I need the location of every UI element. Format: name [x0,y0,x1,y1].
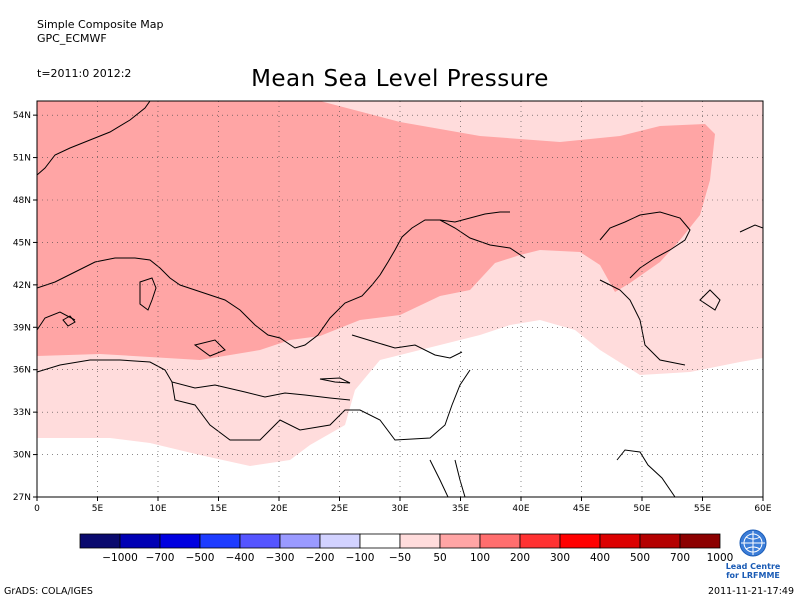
logo-line-1: Lead Centre [725,562,781,571]
colorbar: −1000 −700 −500 −400 −300 −200 −100 −50 50 100 200… [79,533,734,564]
lon-tick-label: 40E [512,504,529,514]
lon-tick-label: 10E [149,504,166,514]
colorbar-swatch [359,533,401,549]
lon-tick-label: 25E [331,504,348,514]
logo-line-2: for LRFMME [726,571,780,580]
lat-tick-label: 42N [13,281,31,291]
wmo-globe-icon [739,529,767,557]
lon-tick-label: 50E [633,504,650,514]
colorbar-swatch [79,533,121,549]
anomaly-zone-100-200 [37,101,715,360]
lat-tick-label: 27N [13,493,31,503]
time-range: t=2011:0 2012:2 [37,67,132,80]
lon-tick-label: 0 [34,504,40,514]
grads-credit: GrADS: COLA/IGES [4,586,93,597]
colorbar-label: 50 [433,552,446,564]
colorbar-label: 200 [510,552,530,564]
lat-tick-label: 30N [13,451,31,461]
wmo-logo: Lead Centre for LRFMME [723,528,783,580]
lat-tick-label: 45N [13,238,31,248]
colorbar-swatch [559,533,601,549]
lat-tick-label: 54N [13,111,31,121]
lon-tick-label: 60E [754,504,771,514]
colorbar-swatch [159,533,201,549]
colorbar-label: −100 [346,552,375,564]
colorbar-label: 400 [590,552,610,564]
colorbar-label: 700 [670,552,690,564]
colorbar-swatch [639,533,681,549]
graticule [37,101,763,497]
colorbar-label: −400 [226,552,255,564]
colorbar-label: −200 [306,552,335,564]
colorbar-label: −50 [389,552,411,564]
colorbar-label: 100 [470,552,490,564]
colorbar-label: 300 [550,552,570,564]
map-title: Mean Sea Level Pressure [251,66,549,92]
lon-tick-label: 30E [391,504,408,514]
colorbar-swatch [519,533,561,549]
lon-tick-label: 55E [694,504,711,514]
lon-tick-label: 45E [573,504,590,514]
colorbar-swatch [319,533,361,549]
colorbar-label: 500 [630,552,650,564]
colorbar-label: −700 [146,552,175,564]
colorbar-swatch [119,533,161,549]
colorbar-label: −300 [266,552,295,564]
lon-tick-label: 20E [270,504,287,514]
colorbar-swatch [279,533,321,549]
colorbar-label: −500 [186,552,215,564]
lon-tick-label: 35E [452,504,469,514]
anomaly-shading [37,101,763,497]
model-name: GPC_ECMWF [37,32,107,45]
colorbar-swatch [599,533,641,549]
axis-ticks: 0 5E 10E 15E 20E 25E 30E 35E 40E 45E 50E 55E 60E 54N 5… [13,111,772,514]
lat-tick-label: 36N [13,366,31,376]
lat-tick-label: 48N [13,196,31,206]
timestamp: 2011-11-21-17:49 [707,586,794,597]
lat-tick-label: 51N [13,154,31,164]
lon-tick-label: 5E [92,504,104,514]
lon-tick-label: 15E [210,504,227,514]
colorbar-swatch [399,533,441,549]
colorbar-swatch [679,533,721,549]
map-subtitle: Simple Composite Map [37,18,164,31]
colorbar-swatch [439,533,481,549]
colorbar-swatch [199,533,241,549]
colorbar-label: 1000 [707,552,734,564]
colorbar-swatch [479,533,521,549]
coastlines [37,101,763,497]
colorbar-swatch [239,533,281,549]
lat-tick-label: 39N [13,323,31,333]
lat-tick-label: 33N [13,408,31,418]
colorbar-label: −1000 [102,552,138,564]
